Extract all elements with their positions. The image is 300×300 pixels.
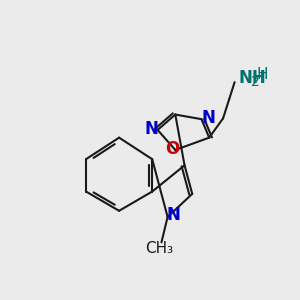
Text: N: N bbox=[201, 109, 215, 127]
Text: NH: NH bbox=[238, 69, 266, 87]
Text: H: H bbox=[256, 67, 268, 82]
Text: N: N bbox=[167, 206, 180, 224]
Text: N: N bbox=[144, 120, 158, 138]
Text: O: O bbox=[165, 140, 180, 158]
Text: CH₃: CH₃ bbox=[145, 241, 173, 256]
Text: 2: 2 bbox=[251, 75, 260, 89]
